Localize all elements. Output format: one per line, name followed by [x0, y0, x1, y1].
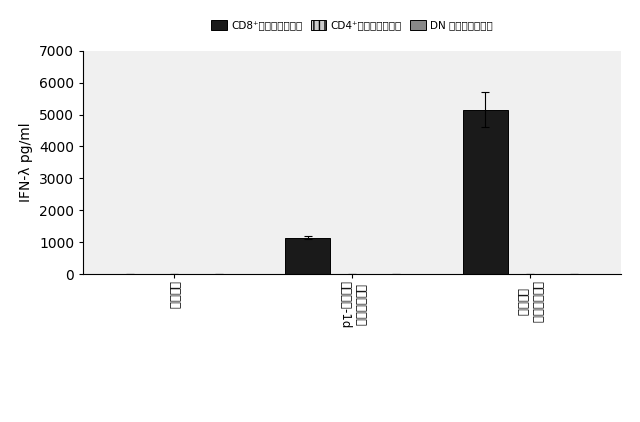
Bar [463, 110, 508, 274]
Bar [285, 238, 330, 274]
Legend: CD8⁺従来型樹状細胞, CD4⁺従来型樹状細胞, DN 従来型樹状細胞: CD8⁺従来型樹状細胞, CD4⁺従来型樹状細胞, DN 従来型樹状細胞 [207, 16, 497, 35]
Y-axis label: IFN-λ pg/ml: IFN-λ pg/ml [19, 123, 33, 202]
